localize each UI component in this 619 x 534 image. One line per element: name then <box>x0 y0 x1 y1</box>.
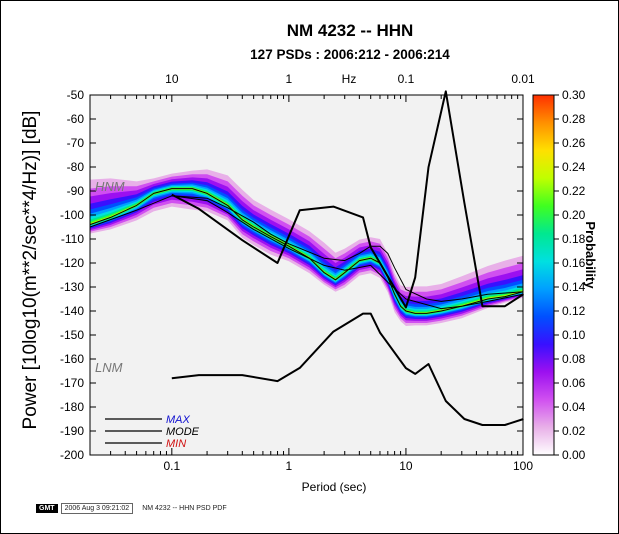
legend-mode-label: MODE <box>166 426 200 438</box>
colorbar-tick-label: 0.24 <box>562 160 586 174</box>
top-tick-label: 10 <box>165 72 179 86</box>
colorbar-tick-label: 0.28 <box>562 112 586 126</box>
colorbar-tick-label: 0.14 <box>562 280 586 294</box>
y-tick-label: -130 <box>60 280 84 294</box>
y-tick-label: -140 <box>60 304 84 318</box>
footer: GMT 2006 Aug 3 09:21:02 NM 4232 -- HHN P… <box>36 503 227 514</box>
x-tick-label: 100 <box>513 459 533 473</box>
top-tick-label: 0.01 <box>511 72 535 86</box>
y-tick-label: -160 <box>60 352 84 366</box>
x-tick-label: 0.1 <box>163 459 180 473</box>
gmt-logo: GMT <box>36 504 58 513</box>
colorbar-tick-label: 0.16 <box>562 256 586 270</box>
chart-subtitle: 127 PSDs : 2006:212 - 2006:214 <box>250 47 450 62</box>
file-label: NM 4232 -- HHN PSD PDF <box>142 505 227 512</box>
band-level <box>90 184 523 317</box>
legend-min-label: MIN <box>166 438 186 450</box>
min-line <box>89 195 524 310</box>
x-axis-label: Period (sec) <box>302 480 367 494</box>
y-tick-label: -80 <box>67 160 85 174</box>
y-tick-label: -180 <box>60 400 84 414</box>
timestamp: 2006 Aug 3 09:21:02 <box>60 503 134 514</box>
y-tick-label: -90 <box>67 184 85 198</box>
colorbar-tick-label: 0.26 <box>562 136 586 150</box>
y-tick-label: -120 <box>60 256 84 270</box>
top-tick-label: 0.1 <box>398 72 415 86</box>
colorbar-tick-label: 0.30 <box>562 88 586 102</box>
chart-title: NM 4232 -- HHN <box>287 21 414 40</box>
x-tick-label: 1 <box>286 459 293 473</box>
colorbar: 0.30 0.28 0.26 0.24 0.22 0.20 0.18 0.16 0.14 0.12… <box>532 88 598 462</box>
colorbar-label: Probability <box>583 221 598 289</box>
y-axis-label: Power [10log10(m**2/sec**4/Hz)] [dB] <box>20 111 41 430</box>
x-axis: 0.1 1 10 100 <box>89 95 533 473</box>
y-tick-label: -70 <box>67 136 85 150</box>
y-tick-label: -110 <box>61 232 84 246</box>
colorbar-gradient <box>532 94 555 456</box>
y-tick-label: -100 <box>60 208 84 222</box>
y-tick-label: -170 <box>60 376 84 390</box>
plot-area <box>89 90 525 456</box>
max-line <box>171 195 524 302</box>
mode-line <box>89 188 524 314</box>
colorbar-tick-label: 0.12 <box>562 304 586 318</box>
legend-max-label: MAX <box>166 414 191 426</box>
top-frequency-axis: 10 1 0.1 0.01 <box>165 72 535 86</box>
y-tick-label: -200 <box>60 448 84 462</box>
noise-lines <box>89 90 525 426</box>
hnm-label: HNM <box>95 179 125 194</box>
colorbar-tick-label: 0.00 <box>562 448 586 462</box>
lnm-label: LNM <box>95 360 123 375</box>
plot-background <box>90 95 523 455</box>
colorbar-tick-label: 0.04 <box>562 400 586 414</box>
colorbar-tick-label: 0.18 <box>562 232 586 246</box>
colorbar-tick-label: 0.22 <box>562 184 586 198</box>
y-tick-label: -60 <box>67 112 85 126</box>
plot-border <box>89 94 524 456</box>
x-tick-label: 10 <box>399 459 413 473</box>
top-tick-label: 1 <box>286 72 293 86</box>
colorbar-tick-label: 0.20 <box>562 208 586 222</box>
colorbar-tick-label: 0.08 <box>562 352 586 366</box>
y-tick-label: -190 <box>60 424 84 438</box>
legend: MAX MODE MIN <box>105 414 200 450</box>
colorbar-tick-label: 0.10 <box>562 328 586 342</box>
colorbar-tick-label: 0.02 <box>562 424 586 438</box>
y-tick-label: -150 <box>60 328 84 342</box>
colorbar-tick-label: 0.06 <box>562 376 586 390</box>
colorbar-ticks: 0.30 0.28 0.26 0.24 0.22 0.20 0.18 0.16 0.14 0.12… <box>554 88 586 462</box>
y-tick-label: -50 <box>67 88 85 102</box>
top-axis-label: Hz <box>342 72 357 86</box>
nlnm-line <box>171 312 524 426</box>
y-axis: -50 -60 -70 -80 -90 -100 -110 -120 -130 -140 -150 -… <box>60 88 523 462</box>
